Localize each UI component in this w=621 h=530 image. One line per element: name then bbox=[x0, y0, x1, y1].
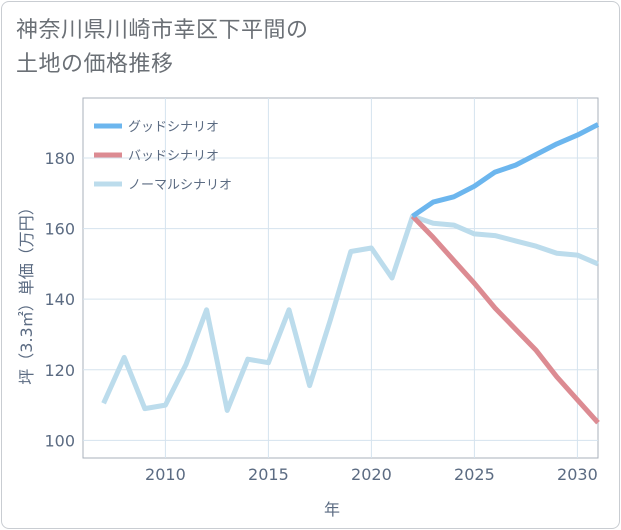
y-tick-label-160: 160 bbox=[44, 220, 75, 239]
series-lines bbox=[101, 122, 600, 425]
x-tick-label-2010: 2010 bbox=[145, 465, 186, 484]
legend-label-2: ノーマルシナリオ bbox=[128, 178, 232, 193]
legend-label-0: グッドシナリオ bbox=[128, 120, 219, 135]
series-line-1 bbox=[410, 214, 600, 425]
y-tick-label-100: 100 bbox=[44, 431, 75, 450]
x-tick-label-2020: 2020 bbox=[351, 465, 392, 484]
chart-title-line-2: 土地の価格推移 bbox=[16, 52, 174, 77]
x-tick-label-2030: 2030 bbox=[557, 465, 598, 484]
series-line-0 bbox=[411, 122, 600, 219]
x-axis-label: 年 bbox=[324, 500, 340, 519]
tick-labels: 2010 2015 2020 2025 2030 100 120 140 160 180 bbox=[44, 149, 597, 484]
chart-title-line-1: 神奈川県川崎市幸区下平間の bbox=[16, 18, 309, 43]
y-tick-label-120: 120 bbox=[44, 361, 75, 380]
x-tick-label-2025: 2025 bbox=[454, 465, 495, 484]
y-tick-label-140: 140 bbox=[44, 290, 75, 309]
y-axis-label: 坪（3.3㎡）単価（万円） bbox=[17, 199, 36, 384]
plot-area bbox=[82, 97, 599, 459]
chart-title: 神奈川県川崎市幸区下平間の 土地の価格推移 bbox=[16, 14, 309, 82]
y-tick-label-180: 180 bbox=[44, 149, 75, 168]
legend-label-1: バッドシナリオ bbox=[128, 149, 219, 164]
x-tick-label-2015: 2015 bbox=[248, 465, 289, 484]
series-line-2 bbox=[101, 213, 599, 413]
